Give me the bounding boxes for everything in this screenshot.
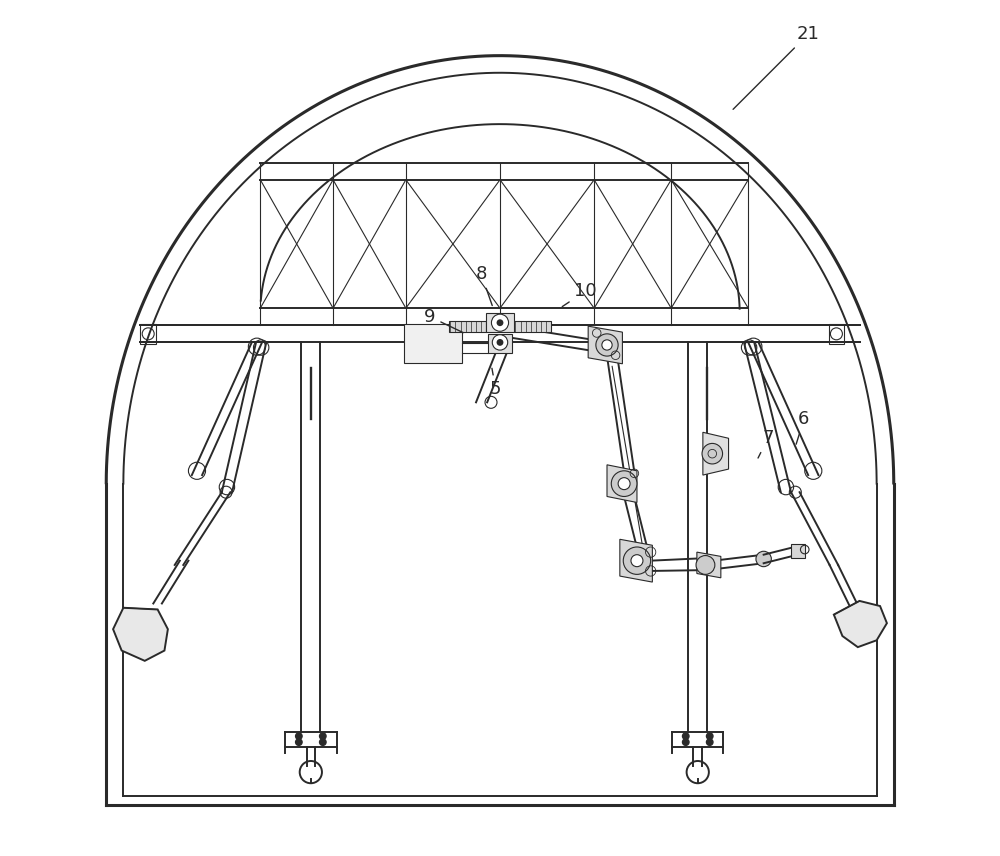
Polygon shape: [697, 552, 721, 578]
Polygon shape: [703, 432, 729, 475]
Text: 21: 21: [733, 25, 820, 110]
Polygon shape: [834, 601, 887, 647]
Circle shape: [631, 555, 643, 567]
Polygon shape: [607, 465, 637, 502]
Text: 10: 10: [562, 282, 597, 306]
Circle shape: [706, 733, 713, 740]
Circle shape: [497, 319, 503, 326]
Bar: [514, 321, 551, 332]
Circle shape: [706, 739, 713, 746]
Circle shape: [696, 556, 715, 574]
Text: 7: 7: [758, 429, 774, 458]
Polygon shape: [620, 539, 652, 582]
Bar: [404, 324, 462, 363]
Circle shape: [491, 314, 509, 331]
Polygon shape: [113, 608, 168, 661]
Circle shape: [320, 739, 326, 746]
Bar: [488, 334, 512, 353]
Circle shape: [682, 739, 689, 746]
Circle shape: [596, 334, 618, 356]
Circle shape: [602, 340, 612, 350]
Circle shape: [497, 339, 503, 346]
Circle shape: [618, 478, 630, 490]
Bar: [449, 321, 486, 332]
Text: 9: 9: [424, 307, 463, 333]
Circle shape: [492, 335, 508, 350]
Bar: [791, 544, 805, 558]
Circle shape: [623, 547, 651, 574]
Circle shape: [320, 733, 326, 740]
Circle shape: [296, 739, 302, 746]
Circle shape: [756, 551, 771, 567]
Text: 8: 8: [475, 265, 492, 306]
Circle shape: [702, 443, 723, 464]
Bar: [486, 313, 514, 332]
Circle shape: [682, 733, 689, 740]
Circle shape: [296, 733, 302, 740]
Text: 5: 5: [490, 368, 501, 399]
Polygon shape: [588, 326, 622, 364]
Text: 6: 6: [796, 410, 810, 444]
Circle shape: [611, 471, 637, 496]
